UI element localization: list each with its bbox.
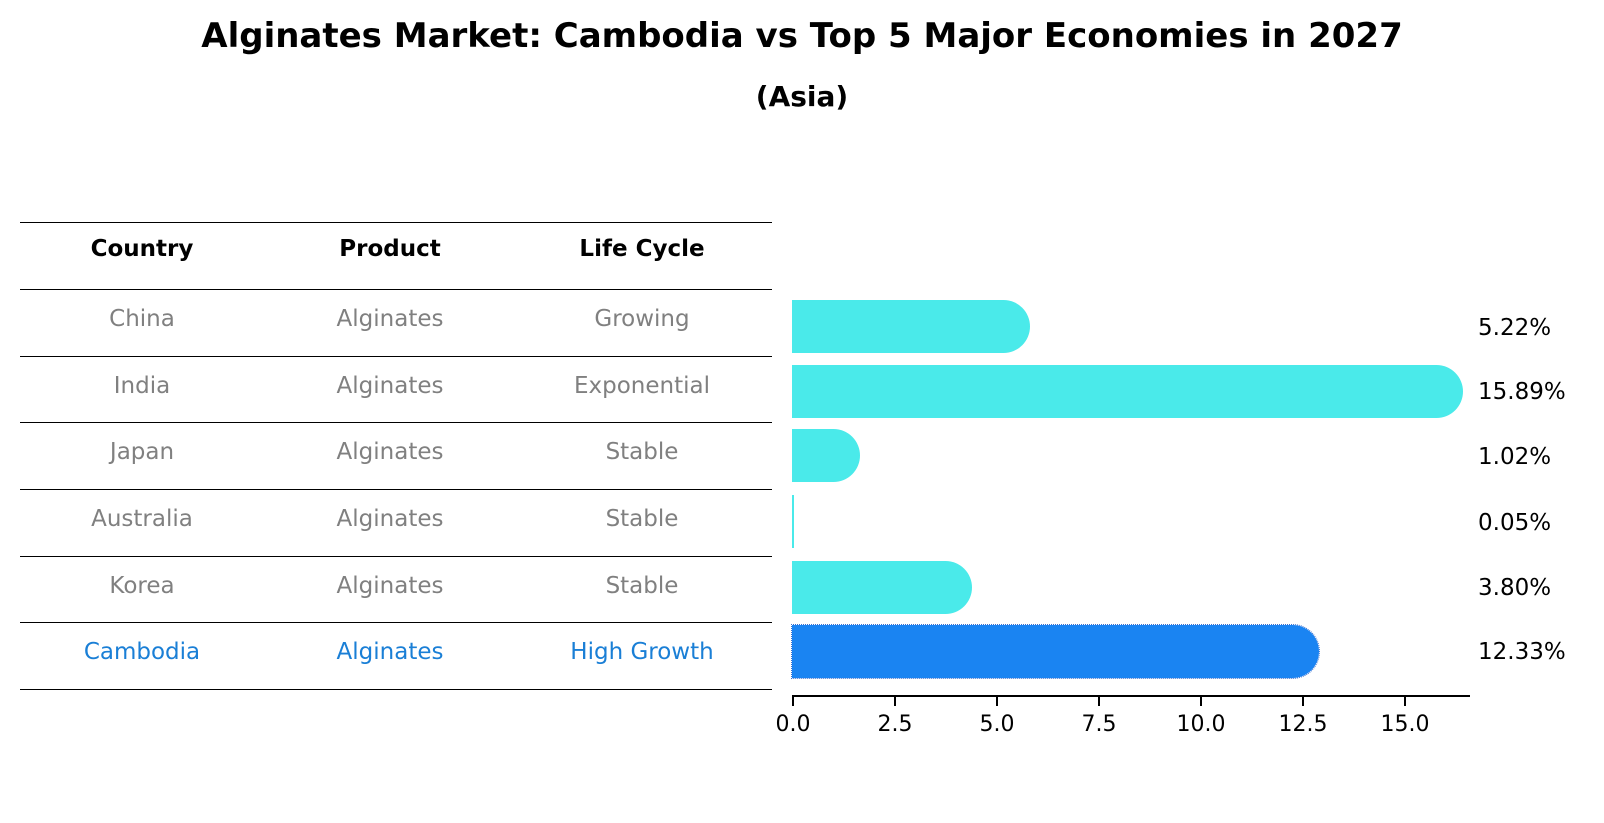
header-life-cycle: Life Cycle [579,236,705,262]
cell-country: Korea [109,573,175,599]
cell-product: Alginates [336,573,444,599]
cell-product: Alginates [336,506,444,532]
x-tick [1200,697,1202,706]
value-label: 12.33% [1478,639,1566,665]
x-tick-label: 0.0 [775,712,811,737]
bar-korea [792,561,972,614]
table-rule [20,622,772,623]
cell-product-highlight: Alginates [336,639,444,665]
cell-life-cycle: Stable [605,506,679,532]
bar-india [792,365,1463,418]
x-tick [1404,697,1406,706]
cell-country: India [113,373,171,399]
chart-subtitle: (Asia) [755,80,849,113]
bar-china [792,300,1030,353]
x-axis [792,695,1470,697]
cell-life-cycle-highlight: High Growth [570,639,714,665]
table-rule [20,356,772,357]
table-rule [20,489,772,490]
cell-country: China [109,306,175,332]
cell-product: Alginates [336,306,444,332]
cell-life-cycle: Stable [605,439,679,465]
bar-australia [792,495,794,548]
bar-japan [792,429,860,482]
x-tick-label: 15.0 [1380,712,1430,737]
value-label: 15.89% [1478,379,1566,405]
bar-cambodia-highlight [791,624,1320,679]
header-country: Country [90,236,194,262]
value-label: 5.22% [1478,315,1552,341]
cell-life-cycle: Stable [605,573,679,599]
x-tick-label: 5.0 [979,712,1015,737]
x-tick [1098,697,1100,706]
cell-life-cycle: Exponential [573,373,710,399]
table-rule [20,422,772,423]
value-label: 0.05% [1478,510,1552,536]
cell-life-cycle: Growing [594,306,690,332]
value-label: 1.02% [1478,444,1552,470]
x-tick [894,697,896,706]
table-rule [20,556,772,557]
x-tick-label: 12.5 [1278,712,1328,737]
table-rule [20,689,772,690]
x-tick [792,697,794,706]
x-tick-label: 2.5 [877,712,913,737]
value-label: 3.80% [1478,575,1552,601]
cell-country: Japan [109,439,175,465]
x-tick [1302,697,1304,706]
table-rule [20,222,772,223]
x-tick-label: 7.5 [1081,712,1117,737]
header-product: Product [339,236,441,262]
cell-product: Alginates [336,439,444,465]
cell-country-highlight: Cambodia [83,639,201,665]
cell-product: Alginates [336,373,444,399]
cell-country: Australia [91,506,193,532]
x-tick [996,697,998,706]
x-tick-label: 10.0 [1176,712,1226,737]
table-rule [20,289,772,290]
chart-title: Alginates Market: Cambodia vs Top 5 Majo… [201,16,1403,56]
